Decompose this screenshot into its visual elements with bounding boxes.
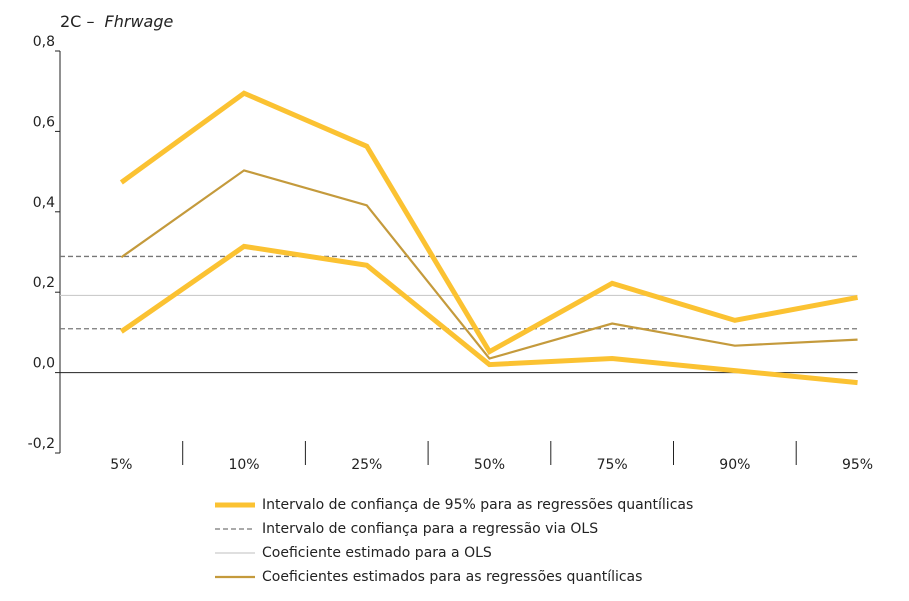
ci-upper-line [119,90,859,356]
y-tick-label: 0,0 [33,356,55,372]
x-tick-label: 75% [597,457,628,473]
y-tick-label: 0,2 [33,275,55,291]
y-tick-label: 0,6 [33,114,55,130]
x-tick-label: 95% [842,457,873,473]
x-tick-label: 5% [110,457,132,473]
x-tick-label: 25% [351,457,382,473]
title-variable: Fhrwage [105,12,174,31]
legend-label: Coeficiente estimado para a OLS [262,545,492,561]
legend-label: Intervalo de confiança para a regressão … [262,521,598,537]
y-tick-label: -0,2 [28,436,55,452]
x-tick-label: 10% [228,457,259,473]
ci-lower-line [119,243,858,386]
chart-title: 2C – Fhrwage [60,12,174,31]
x-tick-label: 90% [719,457,750,473]
legend-label: Intervalo de confiança de 95% para as re… [262,497,693,513]
quantile-line [120,169,858,360]
x-tick-label: 50% [474,457,505,473]
title-prefix: 2C – [60,12,94,31]
legend-label: Coeficientes estimados para as regressõe… [262,569,642,585]
y-tick-label: 0,4 [33,195,55,211]
y-tick-label: 0,8 [33,34,55,50]
